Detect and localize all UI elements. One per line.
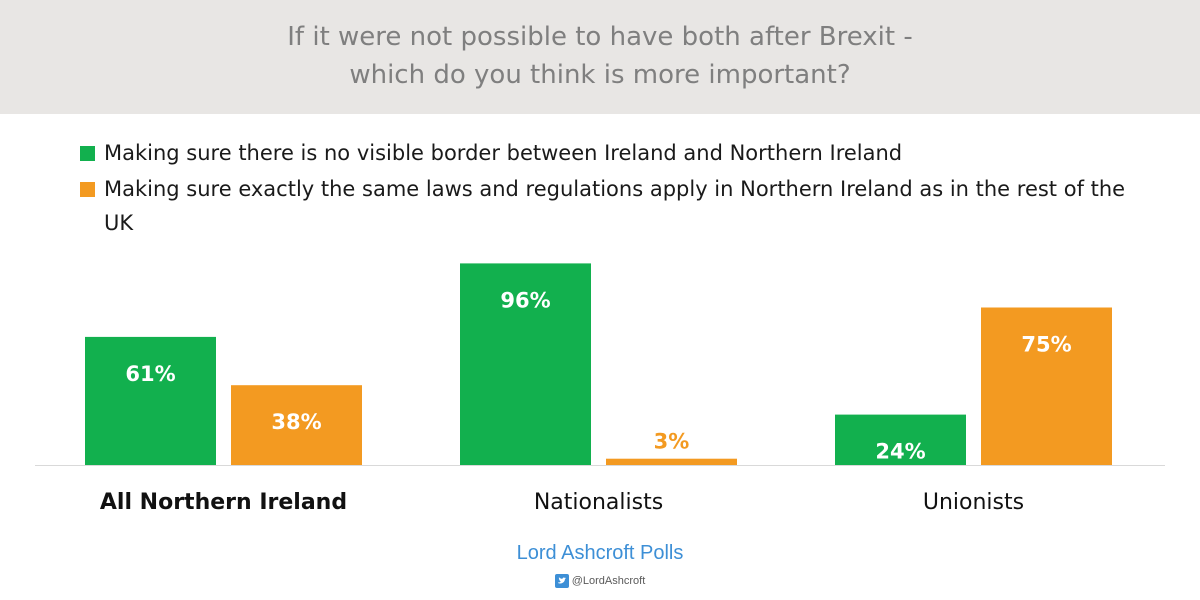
twitter-handle: @LordAshcroft [571, 574, 646, 587]
legend-swatch-green [80, 146, 95, 161]
title-band [0, 0, 1200, 114]
legend-label-same-laws: Making sure exactly the same laws and re… [104, 177, 1126, 235]
data-label-1-1: 3% [654, 430, 690, 454]
category-label-1: Nationalists [534, 490, 663, 515]
data-label-0-0: 61% [125, 362, 175, 386]
chart-title-line-2: which do you think is more important? [349, 60, 851, 90]
legend-swatch-orange [80, 182, 95, 197]
data-label-2-0: 24% [875, 440, 925, 464]
bar-1-1 [606, 458, 737, 465]
chart-title-line-1: If it were not possible to have both aft… [287, 22, 913, 52]
category-label-2: Unionists [923, 490, 1024, 515]
bar-0-1 [231, 385, 362, 465]
bar-1-0 [460, 263, 591, 465]
twitter-icon [554, 574, 569, 588]
bar-0-0 [85, 336, 216, 465]
category-label-0: All Northern Ireland [100, 490, 347, 515]
chart-title: If it were not possible to have both aft… [0, 18, 1200, 94]
bar-2-0 [835, 414, 966, 465]
chart-legend: Making sure there is no visible border b… [80, 136, 1160, 242]
legend-item-no-border: Making sure there is no visible border b… [80, 136, 1160, 170]
bar-2-1 [981, 307, 1112, 465]
source-credit: Lord Ashcroft Polls [516, 542, 684, 564]
data-label-2-1: 75% [1021, 333, 1071, 357]
twitter-handle-line: @LordAshcroft [0, 574, 1200, 588]
data-label-1-0: 96% [500, 288, 550, 312]
legend-item-same-laws: Making sure exactly the same laws and re… [80, 172, 1160, 240]
data-label-0-1: 38% [271, 410, 321, 434]
legend-label-no-border: Making sure there is no visible border b… [104, 141, 903, 165]
